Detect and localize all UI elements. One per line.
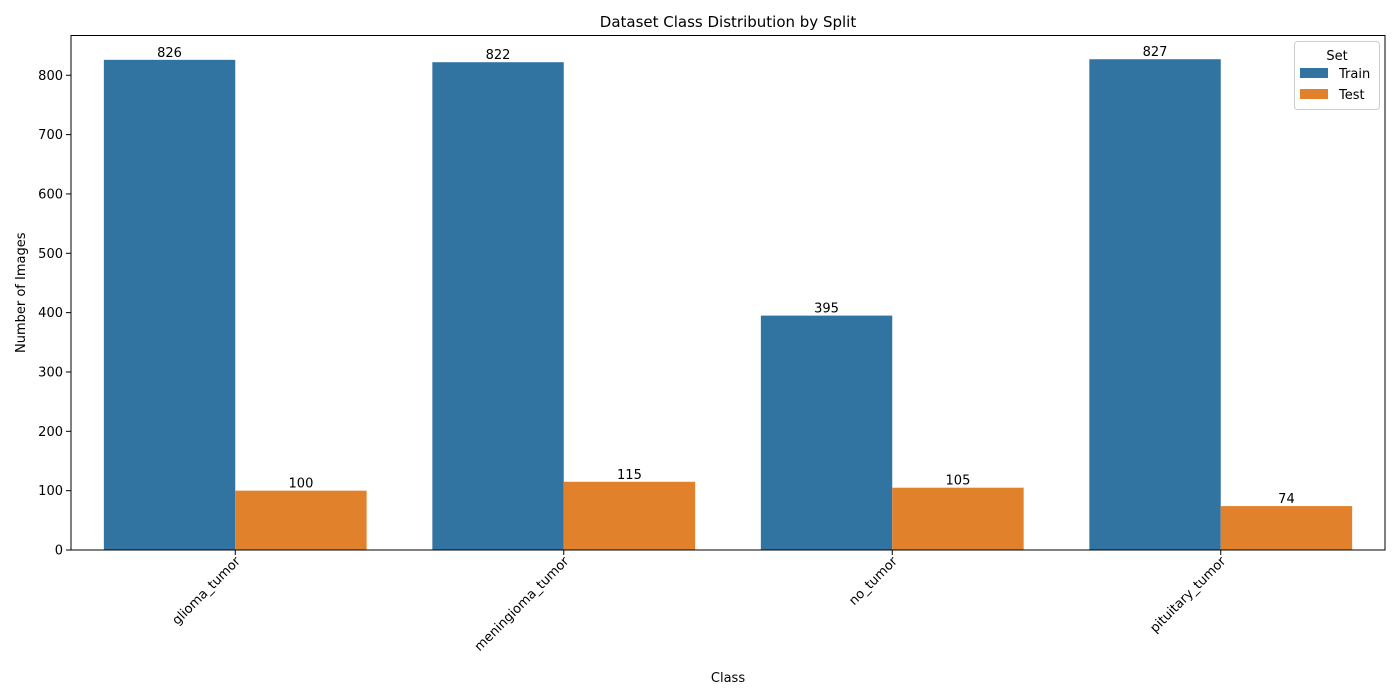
data-label-test-pituitary_tumor: 74: [1278, 492, 1295, 507]
x-tick-label-pituitary_tumor: pituitary_tumor: [1147, 554, 1229, 636]
legend-label-train: Train: [1338, 67, 1370, 82]
x-axis-label: Class: [711, 671, 745, 686]
data-label-train-meningioma_tumor: 822: [486, 48, 511, 63]
x-tick-label-meningioma_tumor: meningioma_tumor: [472, 554, 573, 655]
bar-test-meningioma_tumor: [563, 481, 696, 550]
data-label-test-meningioma_tumor: 115: [617, 468, 642, 483]
data-label-train-pituitary_tumor: 827: [1143, 45, 1168, 60]
bar-train-glioma_tumor: [103, 59, 236, 551]
bar-train-pituitary_tumor: [1089, 59, 1221, 550]
data-label-train-no_tumor: 395: [814, 302, 839, 317]
plot-frame: [70, 35, 1386, 551]
y-tick-label: 500: [38, 247, 63, 262]
data-label-test-no_tumor: 105: [946, 474, 971, 489]
x-tick-label-no_tumor: no_tumor: [846, 554, 901, 609]
legend-label-test: Test: [1338, 88, 1365, 103]
bar-train-meningioma_tumor: [432, 62, 564, 550]
legend-swatch-train: [1300, 68, 1328, 78]
y-tick-label: 0: [55, 544, 63, 559]
y-tick-label: 700: [38, 128, 63, 143]
legend-swatch-test: [1300, 89, 1328, 99]
data-label-train-glioma_tumor: 826: [157, 46, 182, 61]
bar-train-no_tumor: [760, 315, 893, 550]
y-tick-label: 100: [38, 484, 63, 499]
bar-test-no_tumor: [892, 487, 1024, 550]
y-tick-label: 800: [38, 69, 63, 84]
x-axis: glioma_tumor meningioma_tumor no_tumor pitu…: [170, 550, 1230, 655]
legend-title: Set: [1326, 49, 1347, 64]
legend-entries: Train Test: [1300, 67, 1370, 103]
y-tick-label: 600: [38, 187, 63, 202]
x-tick-label-glioma_tumor: glioma_tumor: [170, 554, 245, 629]
y-tick-label: 400: [38, 306, 63, 321]
data-label-layer: 826 100 822 115 395 105 827 74: [157, 45, 1295, 507]
data-label-test-glioma_tumor: 100: [289, 477, 314, 492]
bar-test-pituitary_tumor: [1220, 506, 1353, 550]
y-axis-label: Number of Images: [14, 232, 29, 353]
y-tick-label: 200: [38, 425, 63, 440]
chart-title: Dataset Class Distribution by Split: [600, 13, 857, 31]
y-axis: 0 100 200 300 400 500 600 700 800: [38, 69, 71, 559]
bar-test-glioma_tumor: [235, 490, 367, 550]
legend: Set Train Test: [1294, 41, 1380, 110]
y-tick-label: 300: [38, 365, 63, 380]
bar-layer: [103, 59, 1353, 551]
